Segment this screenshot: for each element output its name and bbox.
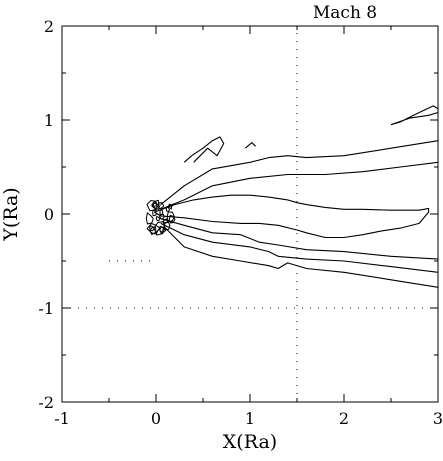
core-contour bbox=[153, 221, 166, 236]
x-tick-label: 1 bbox=[245, 409, 255, 428]
contour-line-6 bbox=[390, 105, 439, 126]
contour-line-4 bbox=[160, 218, 439, 260]
core-contour bbox=[168, 203, 173, 210]
contour-line-3 bbox=[160, 161, 439, 210]
core-contour bbox=[146, 199, 160, 212]
core-contour bbox=[151, 199, 161, 210]
x-tick-label: 2 bbox=[339, 409, 349, 428]
x-tick-label: 3 bbox=[433, 409, 443, 428]
core-contour bbox=[159, 213, 165, 220]
plot-frame bbox=[61, 25, 439, 403]
contour-line-0 bbox=[153, 194, 430, 239]
core-contour bbox=[151, 202, 159, 210]
core-contour bbox=[152, 208, 158, 217]
y-tick-label: 1 bbox=[44, 111, 54, 130]
x-tick-label: 0 bbox=[151, 409, 161, 428]
y-tick-label: -1 bbox=[38, 299, 54, 318]
y-tick-labels: -2 -1 0 1 2 bbox=[38, 17, 54, 412]
core-contour bbox=[168, 214, 176, 224]
core-contour bbox=[145, 211, 154, 225]
core-contour bbox=[152, 201, 157, 207]
contour-line-1 bbox=[160, 140, 439, 206]
y-tick-label: 0 bbox=[44, 205, 54, 224]
core-contour bbox=[155, 215, 161, 222]
contour-line-8 bbox=[244, 142, 256, 149]
axis-ticks bbox=[61, 25, 439, 403]
y-tick-label: 2 bbox=[44, 17, 54, 36]
y-tick-label: -2 bbox=[38, 393, 54, 412]
x-tick-labels: -1 0 1 2 3 bbox=[54, 409, 443, 428]
x-tick-label: -1 bbox=[54, 409, 70, 428]
contour-line-2 bbox=[160, 222, 439, 273]
reference-lines bbox=[62, 26, 438, 402]
core-contour bbox=[149, 224, 155, 232]
core-contour bbox=[166, 211, 176, 223]
chart-title: Mach 8 bbox=[313, 3, 377, 23]
core-contour bbox=[163, 221, 171, 231]
contour-line-7 bbox=[183, 136, 225, 163]
contour-line-5 bbox=[165, 227, 439, 288]
contour-lines bbox=[153, 105, 439, 288]
core-cluster bbox=[145, 199, 176, 236]
y-axis-label: Y(Ra) bbox=[0, 187, 22, 241]
x-axis-label: X(Ra) bbox=[223, 431, 277, 453]
